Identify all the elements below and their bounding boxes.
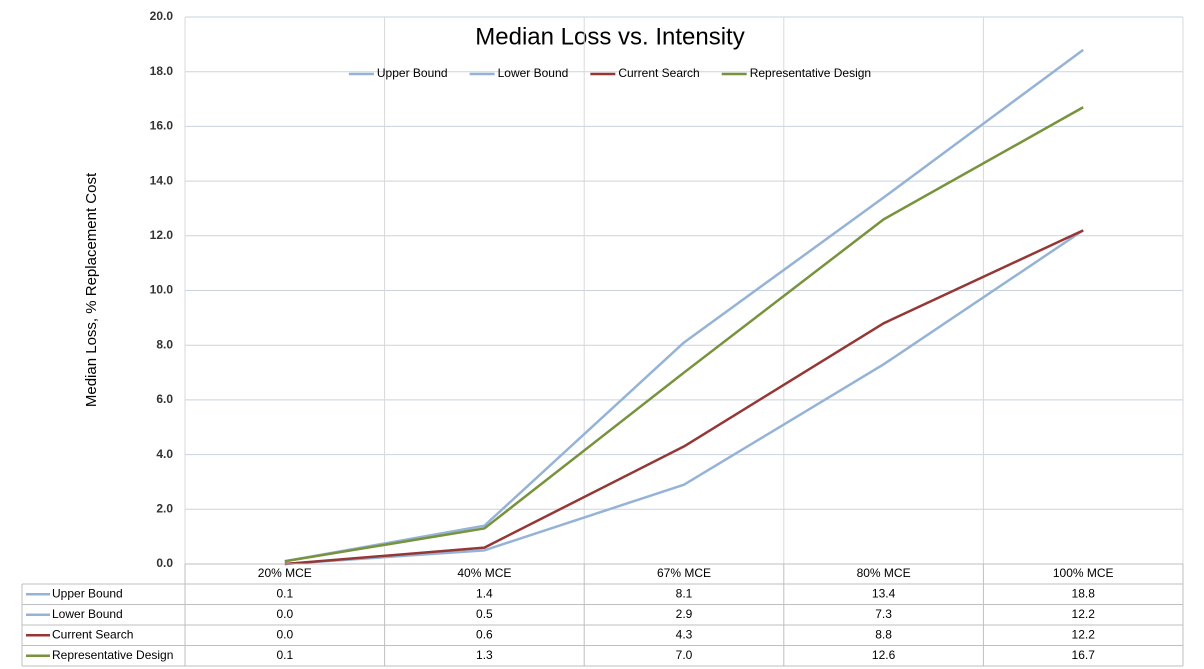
legend-label: Current Search bbox=[618, 66, 699, 80]
y-tick-label: 4.0 bbox=[156, 447, 173, 461]
legend-label: Lower Bound bbox=[498, 66, 569, 80]
table-cell: 8.1 bbox=[676, 586, 693, 600]
table-row-label: Lower Bound bbox=[52, 607, 123, 621]
table-cell: 0.5 bbox=[476, 607, 493, 621]
table-cell: 0.0 bbox=[276, 627, 293, 641]
y-tick-label: 16.0 bbox=[150, 119, 174, 133]
x-tick-label: 20% MCE bbox=[258, 566, 312, 580]
y-axis-title: Median Loss, % Replacement Cost bbox=[83, 172, 100, 407]
y-tick-label: 20.0 bbox=[150, 9, 174, 23]
table-cell: 1.4 bbox=[476, 586, 493, 600]
table-cell: 16.7 bbox=[1072, 648, 1096, 662]
table-cell: 2.9 bbox=[676, 607, 693, 621]
y-tick-label: 2.0 bbox=[156, 501, 173, 515]
table-cell: 4.3 bbox=[676, 627, 693, 641]
table-cell: 12.2 bbox=[1072, 607, 1096, 621]
table-cell: 12.2 bbox=[1072, 627, 1096, 641]
table-cell: 0.1 bbox=[276, 586, 293, 600]
series-line bbox=[284, 229, 1084, 566]
table-cell: 18.8 bbox=[1072, 586, 1096, 600]
table-cell: 0.0 bbox=[276, 607, 293, 621]
y-tick-label: 6.0 bbox=[156, 392, 173, 406]
x-tick-label: 80% MCE bbox=[857, 566, 911, 580]
series-line bbox=[284, 48, 1084, 563]
y-tick-label: 12.0 bbox=[150, 228, 174, 242]
legend-label: Representative Design bbox=[750, 66, 871, 80]
y-tick-label: 0.0 bbox=[156, 556, 173, 570]
table-row-label: Representative Design bbox=[52, 648, 173, 662]
legend-label: Upper Bound bbox=[377, 66, 448, 80]
y-tick-label: 18.0 bbox=[150, 64, 174, 78]
chart-title: Median Loss vs. Intensity bbox=[475, 23, 744, 50]
series-line bbox=[284, 229, 1084, 566]
table-cell: 7.0 bbox=[676, 648, 693, 662]
table-cell: 8.8 bbox=[875, 627, 892, 641]
table-cell: 7.3 bbox=[875, 607, 892, 621]
table-cell: 0.1 bbox=[276, 648, 293, 662]
table-cell: 12.6 bbox=[872, 648, 896, 662]
table-cell: 1.3 bbox=[476, 648, 493, 662]
series-line bbox=[284, 106, 1084, 563]
x-tick-label: 67% MCE bbox=[657, 566, 711, 580]
table-row-label: Upper Bound bbox=[52, 586, 123, 600]
table-row-label: Current Search bbox=[52, 627, 133, 641]
y-tick-label: 10.0 bbox=[150, 283, 174, 297]
table-cell: 13.4 bbox=[872, 586, 896, 600]
x-tick-label: 100% MCE bbox=[1053, 566, 1114, 580]
table-cell: 0.6 bbox=[476, 627, 493, 641]
y-tick-label: 14.0 bbox=[150, 173, 174, 187]
x-tick-label: 40% MCE bbox=[457, 566, 511, 580]
y-tick-label: 8.0 bbox=[156, 337, 173, 351]
